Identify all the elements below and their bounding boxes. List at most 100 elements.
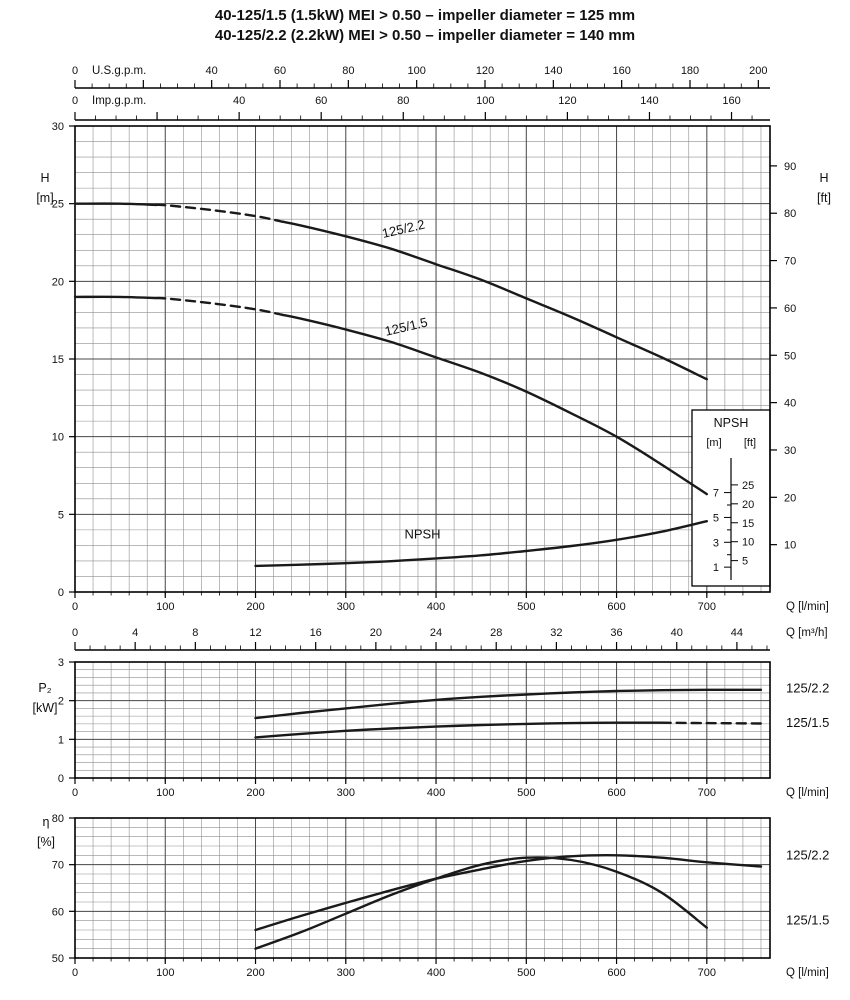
npsh-ft-unit: [ft] xyxy=(744,437,756,449)
npsh-scale-inset: NPSH [m] [ft] 1 3 5 7 5 10 15 20 25 xyxy=(691,409,771,587)
npsh-ft-tick: 20 xyxy=(742,499,754,511)
ruler-unit-label: Imp.g.p.m. xyxy=(92,95,146,107)
axis-tick-label: 30 xyxy=(52,121,64,133)
curve-label-125-1.5: 125/1.5 xyxy=(383,314,429,338)
axis-tick-label: 20 xyxy=(784,492,796,504)
axis-tick-label: 100 xyxy=(156,967,174,979)
curve-125-2.2 xyxy=(281,220,708,381)
ruler-tick-label: 120 xyxy=(558,95,576,107)
axis-tick-label: 1 xyxy=(58,734,64,746)
axis-tick-label: 0 xyxy=(72,967,78,979)
y-axis-title: η xyxy=(43,815,50,829)
axis-tick-label: 400 xyxy=(427,967,445,979)
ruler-tick-label: 12 xyxy=(249,627,261,639)
axis-tick-label: 3 xyxy=(58,657,64,669)
axis-tick-label: 700 xyxy=(698,967,716,979)
axis-tick-label: 40 xyxy=(784,398,796,410)
axis-tick-label: 300 xyxy=(337,787,355,799)
m3h-ruler: 0 4 8 12 16 20 24 28 32 36 40 44 Q [m³/h] xyxy=(72,627,828,651)
npsh-inset-title: NPSH xyxy=(714,416,749,430)
ruler-tick-label: 0 xyxy=(72,65,78,77)
ruler-tick-label: 140 xyxy=(640,95,658,107)
axis-tick-label: 90 xyxy=(784,161,796,173)
axis-tick-label: 400 xyxy=(427,787,445,799)
grid xyxy=(75,818,770,958)
ruler-tick-label: 160 xyxy=(612,65,630,77)
ruler-unit-label: Q [m³/h] xyxy=(786,627,828,639)
ruler-tick-label: 36 xyxy=(610,627,622,639)
axis-tick-label: 200 xyxy=(246,967,264,979)
curve-125-1.5 xyxy=(254,856,708,950)
axis-tick-label: 50 xyxy=(52,953,64,965)
y-axis-unit: [m] xyxy=(36,191,53,205)
ruler-tick-label: 40 xyxy=(206,65,218,77)
axis-tick-label: 60 xyxy=(52,906,64,918)
plot-border xyxy=(74,817,771,959)
curve-125-2.2 xyxy=(73,202,158,207)
axis-tick-label: 10 xyxy=(784,540,796,552)
curve-label-125-2.2: 125/2.2 xyxy=(381,217,427,241)
ruler-tick-label: 80 xyxy=(342,65,354,77)
ruler-tick-label: 200 xyxy=(749,65,767,77)
ruler-tick-label: 40 xyxy=(233,95,245,107)
ruler-tick-label: 20 xyxy=(370,627,382,639)
ruler-tick-label: 0 xyxy=(72,627,78,639)
ruler-unit-label: U.S.g.p.m. xyxy=(92,65,146,77)
axis-tick-label: 300 xyxy=(337,967,355,979)
npsh-m-tick: 3 xyxy=(713,537,719,549)
axis-tick-label: 0 xyxy=(72,601,78,613)
axis-tick-label: 10 xyxy=(52,432,64,444)
axis-tick-label: 400 xyxy=(427,601,445,613)
y-axis-left: 50 60 70 80η [%] xyxy=(37,813,75,965)
y-axis-left: 0 5 10 15 20 25 30 H [m] xyxy=(36,121,75,599)
ruler-tick-label: 100 xyxy=(476,95,494,107)
ruler-tick-label: 32 xyxy=(550,627,562,639)
chart-title-line1: 40-125/1.5 (1.5kW) MEI > 0.50 – impeller… xyxy=(214,7,636,24)
curve-label-125-1.5: 125/1.5 xyxy=(786,913,829,928)
curve-label-125-1.5: 125/1.5 xyxy=(786,715,829,730)
y-axis-left: 0 1 2 3 P₂ [kW] xyxy=(33,657,75,785)
axis-tick-label: 80 xyxy=(52,813,64,825)
ruler-tick-label: 160 xyxy=(722,95,740,107)
curve-125-1.5 xyxy=(660,721,763,725)
y-axis-right-title: H xyxy=(819,171,828,185)
axis-tick-label: 300 xyxy=(337,601,355,613)
axis-tick-label: 20 xyxy=(52,276,64,288)
curve-125-1.5 xyxy=(254,721,663,739)
x-axis: 0 100 200 300 400 500 600 700 Q [l/min] xyxy=(72,592,829,613)
npsh-m-unit: [m] xyxy=(706,437,721,449)
y-axis-title: H xyxy=(40,171,49,185)
npsh-ft-tick: 15 xyxy=(742,518,754,530)
npsh-m-tick: 1 xyxy=(713,562,719,574)
grid xyxy=(75,126,770,592)
axis-tick-label: 100 xyxy=(156,787,174,799)
axis-tick-label: 2 xyxy=(58,696,64,708)
curve-label-NPSH: NPSH xyxy=(404,527,440,542)
series: 125/2.2 125/1.5 xyxy=(254,680,829,739)
usgpm-ruler: 0 40 60 80 100 120 140 160 180 200 U.S.g.p.m. xyxy=(72,65,770,89)
ruler-tick-label: 28 xyxy=(490,627,502,639)
npsh-ft-tick: 25 xyxy=(742,480,754,492)
axis-tick-label: 600 xyxy=(607,787,625,799)
axis-tick-label: 70 xyxy=(52,860,64,872)
grid xyxy=(75,662,770,778)
ruler-tick-label: 0 xyxy=(72,95,78,107)
ruler-tick-label: 24 xyxy=(430,627,442,639)
ruler-tick-label: 60 xyxy=(274,65,286,77)
axis-tick-label: 80 xyxy=(784,208,796,220)
y-axis-unit: [kW] xyxy=(33,701,58,715)
axis-tick-label: 200 xyxy=(246,601,264,613)
ruler-tick-label: 40 xyxy=(671,627,683,639)
x-axis-unit-label: Q [l/min] xyxy=(786,601,829,613)
ruler-tick-label: 8 xyxy=(192,627,198,639)
curve-125-2.2 xyxy=(254,854,763,932)
y-axis-right-unit: [ft] xyxy=(817,191,831,205)
curve-label-125-2.2: 125/2.2 xyxy=(786,680,829,695)
y-axis-right: 10 20 30 40 50 60 70 80 90 H [ft] xyxy=(770,161,831,552)
axis-tick-label: 500 xyxy=(517,967,535,979)
axis-tick-label: 60 xyxy=(784,303,796,315)
ruler-tick-label: 44 xyxy=(731,627,743,639)
axis-tick-label: 5 xyxy=(58,509,64,521)
